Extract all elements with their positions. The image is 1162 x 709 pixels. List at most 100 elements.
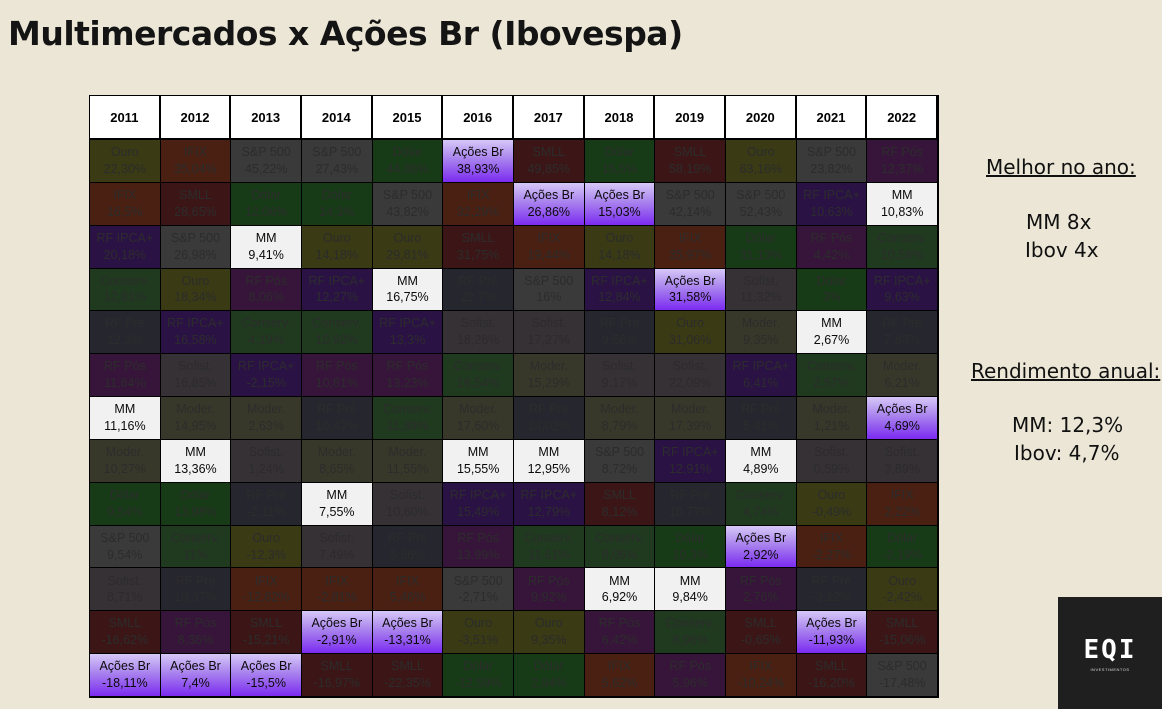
- return-value: 9,63%: [884, 290, 920, 305]
- asset-label: RF IPCA+: [308, 273, 366, 288]
- return-value: -2,27%: [811, 547, 852, 562]
- table-cell: Moder. 2,63%: [231, 397, 302, 440]
- asset-label: RF Pós: [457, 530, 499, 545]
- table-cell: SMLL -16,97%: [301, 654, 373, 697]
- return-value: 8,72%: [601, 461, 638, 476]
- return-value: 11,16%: [104, 418, 146, 433]
- return-value: 8,12%: [601, 504, 638, 519]
- table-cell: Dólar 2,94%: [513, 654, 585, 697]
- table-cell: S&P 500 26,98%: [160, 225, 232, 269]
- asset-label: Conserv.: [241, 316, 291, 331]
- return-value: -18,11%: [102, 676, 148, 691]
- table-cell: Conserv. 10,58%: [867, 225, 938, 269]
- table-cell: Moder. 17,60%: [443, 397, 514, 440]
- return-value: 13,3%: [389, 333, 426, 348]
- eqi-logo: EQI INVESTIMENTOS: [1058, 597, 1162, 709]
- table-cell: Moder. 10,27%: [90, 439, 161, 483]
- table-cell: Ações Br 31,58%: [655, 268, 726, 312]
- asset-label: RF IPCA+: [96, 230, 154, 245]
- year-header: 2020: [725, 96, 797, 140]
- return-value: 10,92%: [315, 333, 359, 348]
- table-cell: Ações Br -11,93%: [796, 611, 868, 655]
- return-value: 12,27%: [315, 290, 359, 305]
- asset-label: Ouro: [534, 616, 563, 631]
- return-value: 31,58%: [668, 290, 712, 305]
- return-value: 12,37%: [880, 161, 924, 176]
- table-cell: RF Pré 14,02%: [513, 397, 585, 440]
- table-cell: RF Pós 10,81%: [301, 354, 373, 398]
- asset-label: RF Pré: [175, 573, 216, 588]
- return-value: 14,18%: [598, 247, 641, 262]
- table-cell: Ações Br 26,86%: [513, 182, 585, 226]
- table-cell: Conserv. 16,54%: [443, 354, 514, 398]
- return-value: 18,26%: [456, 333, 500, 348]
- asset-label: Conserv.: [453, 359, 503, 374]
- return-value: 10,81%: [315, 376, 359, 391]
- return-value: 5,62%: [601, 676, 638, 691]
- table-cell: RF Pré 22,7%: [443, 268, 514, 312]
- asset-label: Sofist.: [814, 444, 849, 459]
- asset-label: S&P 500: [594, 444, 645, 459]
- asset-label: IFIX: [608, 659, 631, 674]
- best-ibov-count: Ibov 4x: [1025, 238, 1099, 262]
- return-value: -10,24%: [737, 676, 785, 691]
- return-value: 9,41%: [248, 247, 284, 262]
- table-cell: IFIX -2,27%: [796, 525, 868, 569]
- table-cell: MM 16,75%: [372, 268, 444, 312]
- table-cell: Ações Br 15,03%: [584, 182, 656, 226]
- return-value: 10,63%: [810, 204, 853, 219]
- asset-label: Ações Br: [735, 530, 787, 545]
- table-cell: RF IPCA+ -2,15%: [231, 354, 302, 398]
- table-cell: Moder. 14,95%: [160, 397, 232, 440]
- return-value: 14,95%: [174, 418, 217, 433]
- asset-label: RF Pós: [386, 359, 429, 374]
- asset-label: SMLL: [673, 145, 707, 160]
- return-value: 35,04%: [174, 161, 217, 176]
- asset-label: RF IPCA+: [803, 187, 860, 202]
- asset-label: RF Pré: [882, 316, 922, 331]
- return-value: -2,81%: [317, 590, 357, 605]
- asset-label: Ouro: [888, 573, 917, 588]
- year-header: 2021: [796, 96, 868, 140]
- asset-label: S&P 500: [241, 145, 291, 160]
- table-cell: Conserv. 11,61%: [513, 525, 585, 569]
- return-value: 2,67%: [813, 333, 850, 348]
- table-cell: SMLL -22,35%: [372, 654, 444, 697]
- table-cell: Ouro -3,51%: [443, 611, 514, 655]
- return-value: 4,42%: [813, 247, 850, 262]
- asset-label: SMLL: [320, 659, 354, 674]
- asset-label: SMLL: [391, 659, 424, 674]
- return-value: 13,36%: [174, 461, 217, 476]
- asset-label: Ouro: [322, 230, 351, 245]
- table-cell: RF Pós 13,99%: [443, 525, 514, 569]
- return-value: 9,92%: [531, 590, 567, 605]
- table-cell: Moder. 11,55%: [372, 439, 444, 483]
- table-cell: SMLL 8,12%: [584, 482, 656, 526]
- return-value: -3,12%: [811, 590, 852, 605]
- table-cell: RF Pós 9,92%: [513, 568, 585, 612]
- return-value: 1,24%: [248, 461, 284, 476]
- table-cell: Sofist. 16,85%: [160, 354, 232, 398]
- return-value: -15,21%: [242, 633, 290, 648]
- return-value: 16,58%: [174, 333, 217, 348]
- table-cell: Ações Br 4,69%: [867, 397, 938, 440]
- table-cell: RF IPCA+ 12,91%: [655, 439, 726, 483]
- asset-label: MM: [326, 487, 348, 502]
- return-value: -11,93%: [808, 633, 855, 648]
- return-value: 2,63%: [248, 418, 284, 433]
- asset-label: RF Pré: [741, 402, 781, 417]
- table-cell: SMLL -16,20%: [796, 654, 868, 697]
- year-header: 2014: [301, 96, 373, 140]
- table-cell: Dólar 14,3%: [301, 182, 373, 226]
- return-value: 2,57%: [813, 376, 850, 391]
- asset-label: Conserv.: [524, 530, 574, 545]
- asset-label: Sofist.: [178, 359, 213, 374]
- table-cell: MM 12,95%: [513, 439, 585, 483]
- asset-label: Conserv.: [312, 316, 362, 331]
- asset-label: Sofist.: [884, 444, 920, 459]
- return-value: 49,85%: [527, 161, 571, 176]
- return-value: 17,27%: [527, 333, 571, 348]
- asset-label: Moder.: [883, 359, 922, 374]
- return-value: 31,75%: [456, 247, 500, 262]
- asset-label: Conserv.: [665, 616, 715, 631]
